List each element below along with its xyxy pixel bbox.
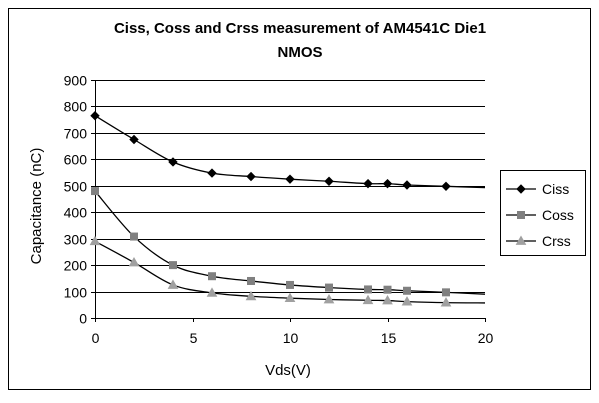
data-point-crss [206,287,218,297]
data-point-coss [247,276,255,285]
data-point-coss [91,187,99,196]
data-point-crss [284,292,296,303]
legend-item-ciss: Ciss [506,181,569,197]
data-point-crss [440,297,452,307]
y-tick-label: 200 [64,258,88,274]
data-point-ciss [363,178,373,189]
data-point-ciss [402,180,412,190]
y-tick-label: 0 [79,311,87,327]
data-point-crss [323,293,335,304]
legend-marker-coss [517,211,525,219]
legend-marker-ciss [516,184,526,194]
legend-label: Crss [542,233,571,249]
x-tick-label: 5 [190,330,198,346]
y-tick-label: 100 [64,285,88,301]
legend: Ciss Coss Crss [500,170,586,256]
legend-label: Coss [542,207,574,223]
x-tick-label: 10 [283,330,299,346]
data-point-ciss [324,176,334,186]
series-ciss [90,110,486,192]
data-point-crss [167,279,179,289]
gridlines [95,80,485,293]
data-point-ciss [207,168,217,178]
legend-item-coss: Coss [506,207,574,223]
x-axis-label: Vds(V) [265,362,311,379]
y-tick-label: 600 [64,152,88,168]
chart-border [8,8,591,390]
data-point-coss [208,272,216,281]
data-point-coss [286,280,294,289]
data-point-ciss [382,178,393,189]
x-tick-label: 20 [478,330,494,346]
data-point-crss [245,290,257,301]
series-crss [89,235,486,307]
data-point-coss [442,288,450,297]
data-point-crss [362,294,374,305]
data-point-ciss [129,134,139,145]
data-point-crss [401,296,413,306]
data-point-ciss [168,157,178,167]
y-tick-label: 700 [64,126,88,142]
data-point-ciss [441,181,451,192]
legend-label: Ciss [542,181,569,197]
series-layer [89,110,486,307]
data-point-crss [382,295,393,305]
y-tick-label: 400 [64,205,88,221]
y-axis-label: Capacitance (nC) [28,148,45,265]
series-coss [91,187,486,297]
data-point-ciss [246,171,256,182]
data-point-coss [403,286,411,295]
data-point-crss [89,235,101,246]
legend-item-crss: Crss [506,233,571,249]
data-point-coss [169,261,177,270]
x-tick-label: 0 [92,330,100,346]
data-point-crss [128,256,140,267]
chart-title-line-2: NMOS [278,44,323,61]
data-point-coss [130,232,138,241]
y-tick-label: 800 [64,99,88,115]
y-tick-label: 300 [64,232,88,248]
data-point-coss [383,285,392,294]
chart-title-line-1: Ciss, Coss and Crss measurement of AM454… [114,20,486,37]
data-point-coss [325,283,333,292]
data-point-coss [364,285,372,294]
x-tick-label: 15 [381,330,397,346]
data-point-ciss [285,174,295,184]
y-tick-label: 900 [64,73,88,89]
y-tick-label: 500 [64,179,88,195]
data-point-ciss [90,110,100,121]
legend-marker-crss [515,235,527,245]
